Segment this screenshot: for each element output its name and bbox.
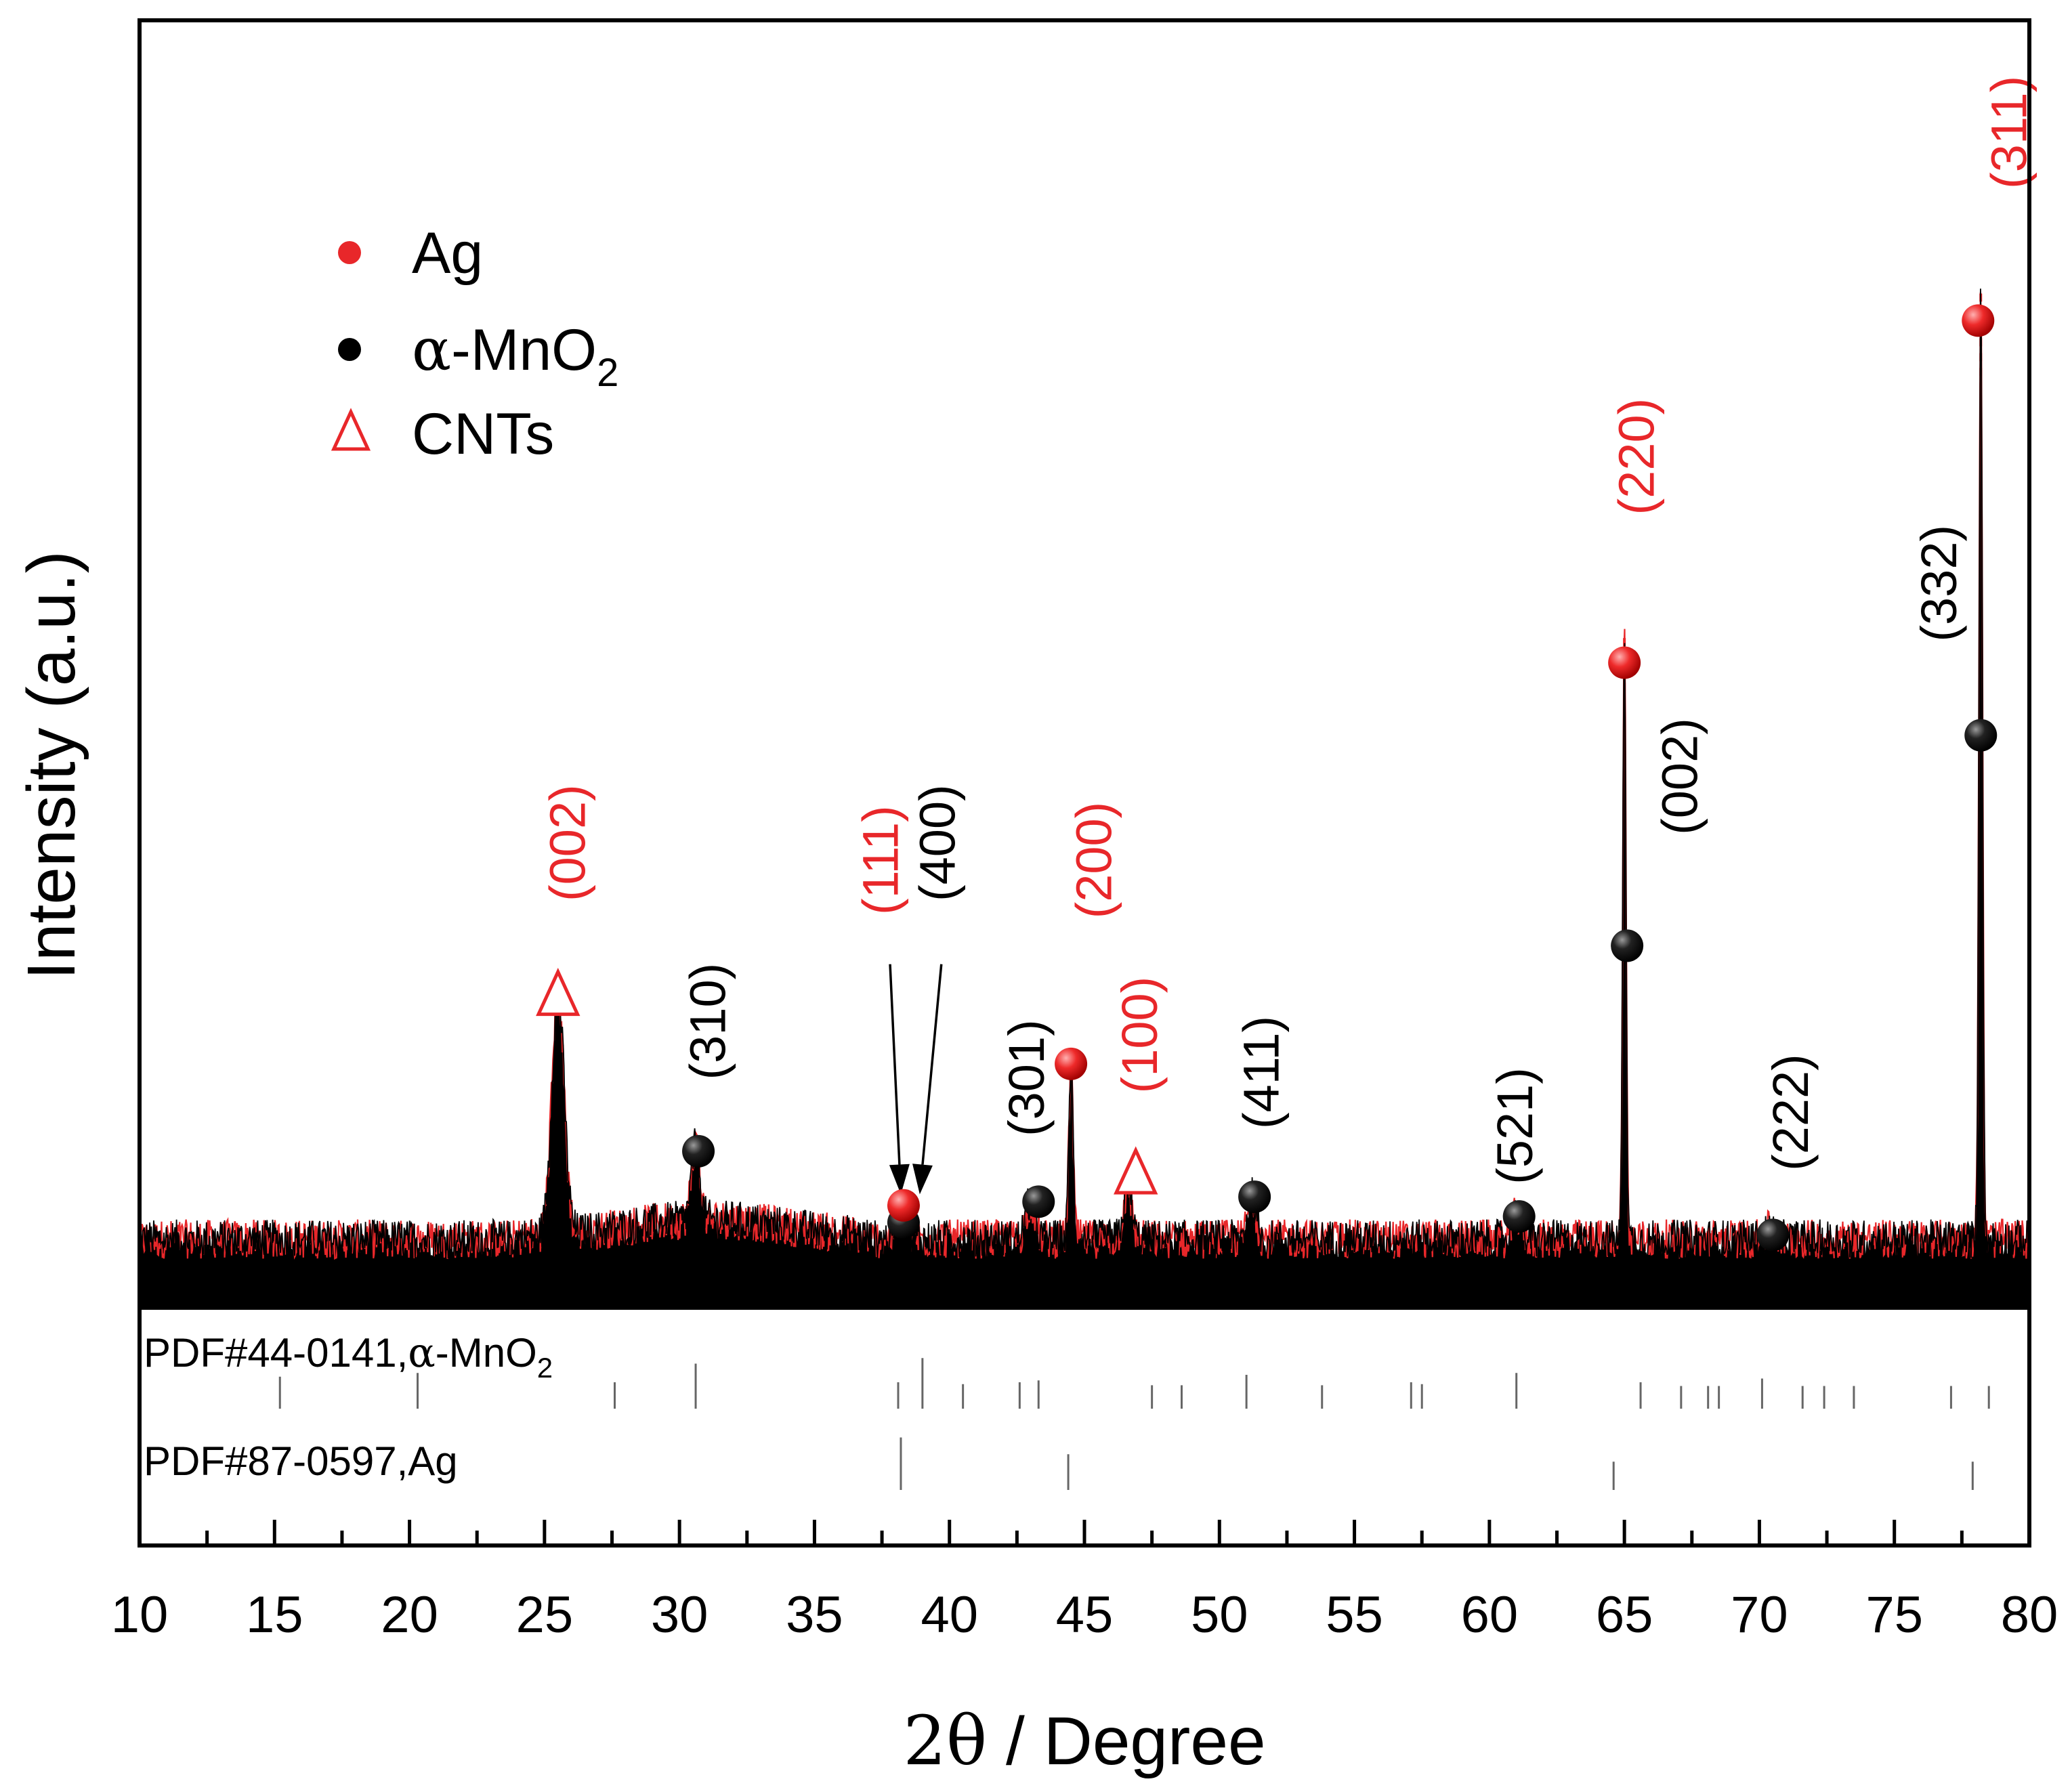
x-tick-label: 45 [1056, 1586, 1114, 1644]
reference-lines-group [278, 1358, 1990, 1490]
reference-label-rest: -MnO [436, 1330, 537, 1375]
legend-text: CNTs [412, 402, 554, 467]
miller-index-label: (411) [1233, 1016, 1290, 1129]
mno2-peak-marker [1238, 1180, 1271, 1214]
arrow-head [912, 1164, 933, 1195]
ag-legend-dot-icon [338, 241, 361, 264]
x-axis-label-rest: / Degree [987, 1703, 1265, 1779]
ag-peak-marker [1055, 1047, 1088, 1080]
x-axis: 10 15 20 25 30 35 40 45 50 55 60 65 70 75 80 [111, 1520, 2058, 1644]
reference-label-symbol: α [408, 1329, 436, 1377]
legend-entry-label: Ag [412, 221, 483, 286]
mno2-peak-marker [1964, 719, 1998, 752]
legend-symbol: α [412, 316, 451, 384]
miller-index-label: (002) [1651, 718, 1708, 835]
peak-markers-group [536, 304, 1998, 1252]
legend-subscript: 2 [597, 351, 618, 395]
mno2-peak-marker [1756, 1218, 1790, 1252]
legend-entry-label: CNTs [412, 402, 554, 467]
legend-text: -MnO [451, 318, 597, 383]
x-tick-label: 55 [1326, 1586, 1383, 1644]
miller-index-label: (111) [853, 805, 909, 915]
arrow-line [921, 964, 943, 1165]
reference-label-text: PDF#44-0141, [144, 1330, 408, 1375]
reference-label-subscript: 2 [537, 1352, 553, 1384]
reference-label: PDF#44-0141,α-MnO2 [144, 1329, 553, 1384]
miller-index-label: (100) [1112, 977, 1168, 1094]
ag-peak-marker [887, 1189, 920, 1222]
x-tick-label: 30 [651, 1586, 709, 1644]
x-tick-label: 40 [921, 1586, 978, 1644]
x-tick-label: 10 [111, 1586, 169, 1644]
x-axis-label: 2θ / Degree [903, 1701, 1265, 1780]
x-tick-label: 80 [2001, 1586, 2058, 1644]
reference-label: PDF#87-0597,Ag [144, 1438, 458, 1484]
mno2-legend-dot-icon [338, 338, 361, 361]
miller-index-label: (310) [680, 963, 736, 1080]
pattern-trace [140, 291, 2029, 1260]
ag-peak-marker [1608, 646, 1641, 679]
x-tick-label: 25 [516, 1586, 574, 1644]
arrow-line [889, 964, 901, 1165]
legend-text: Ag [412, 221, 483, 286]
miller-index-label: (220) [1609, 398, 1665, 515]
miller-index-label: (002) [539, 784, 595, 901]
cnts-triangle-marker [536, 967, 580, 1017]
mno2-peak-marker [1022, 1185, 1055, 1218]
annotations-group: (002) (310) (111) (400) (301) (200) (100) (411)… [539, 76, 2037, 1185]
cnts-triangle-marker [1114, 1146, 1158, 1195]
x-tick-label: 15 [246, 1586, 303, 1644]
pattern-trace-dark [140, 289, 2029, 1260]
x-tick-label: 50 [1191, 1586, 1248, 1644]
mno2-peak-marker [1502, 1200, 1536, 1233]
ag-peak-marker [1962, 304, 1995, 337]
y-axis-label: Intensity (a.u.) [14, 551, 89, 980]
miller-index-label: (222) [1762, 1054, 1819, 1171]
reference-label-text: PDF#87-0597,Ag [144, 1438, 458, 1484]
x-tick-label: 60 [1461, 1586, 1519, 1644]
miller-index-label: (301) [998, 1019, 1055, 1136]
mno2-peak-marker [682, 1134, 715, 1168]
reference-labels: PDF#44-0141,α-MnO2 PDF#87-0597,Ag [144, 1329, 553, 1484]
legend-entry-label: α-MnO2 [412, 316, 618, 395]
diffraction-pattern-group [140, 289, 2029, 1308]
arrows-group [889, 964, 943, 1195]
x-tick-label: 35 [786, 1586, 843, 1644]
x-tick-label: 75 [1865, 1586, 1923, 1644]
legend: Ag α-MnO2 CNTs [331, 221, 618, 467]
miller-index-label: (332) [1911, 525, 1967, 642]
x-axis-label-symbol: 2θ [903, 1701, 987, 1780]
mno2-peak-marker [1611, 929, 1644, 962]
x-tick-label: 70 [1731, 1586, 1788, 1644]
cnts-legend-triangle-icon [331, 408, 371, 451]
miller-index-label: (400) [909, 784, 965, 901]
miller-index-label: (200) [1065, 802, 1122, 919]
arrow-head [889, 1164, 910, 1195]
x-tick-label: 20 [381, 1586, 438, 1644]
x-tick-label: 65 [1596, 1586, 1653, 1644]
miller-index-label: (521) [1487, 1067, 1543, 1185]
